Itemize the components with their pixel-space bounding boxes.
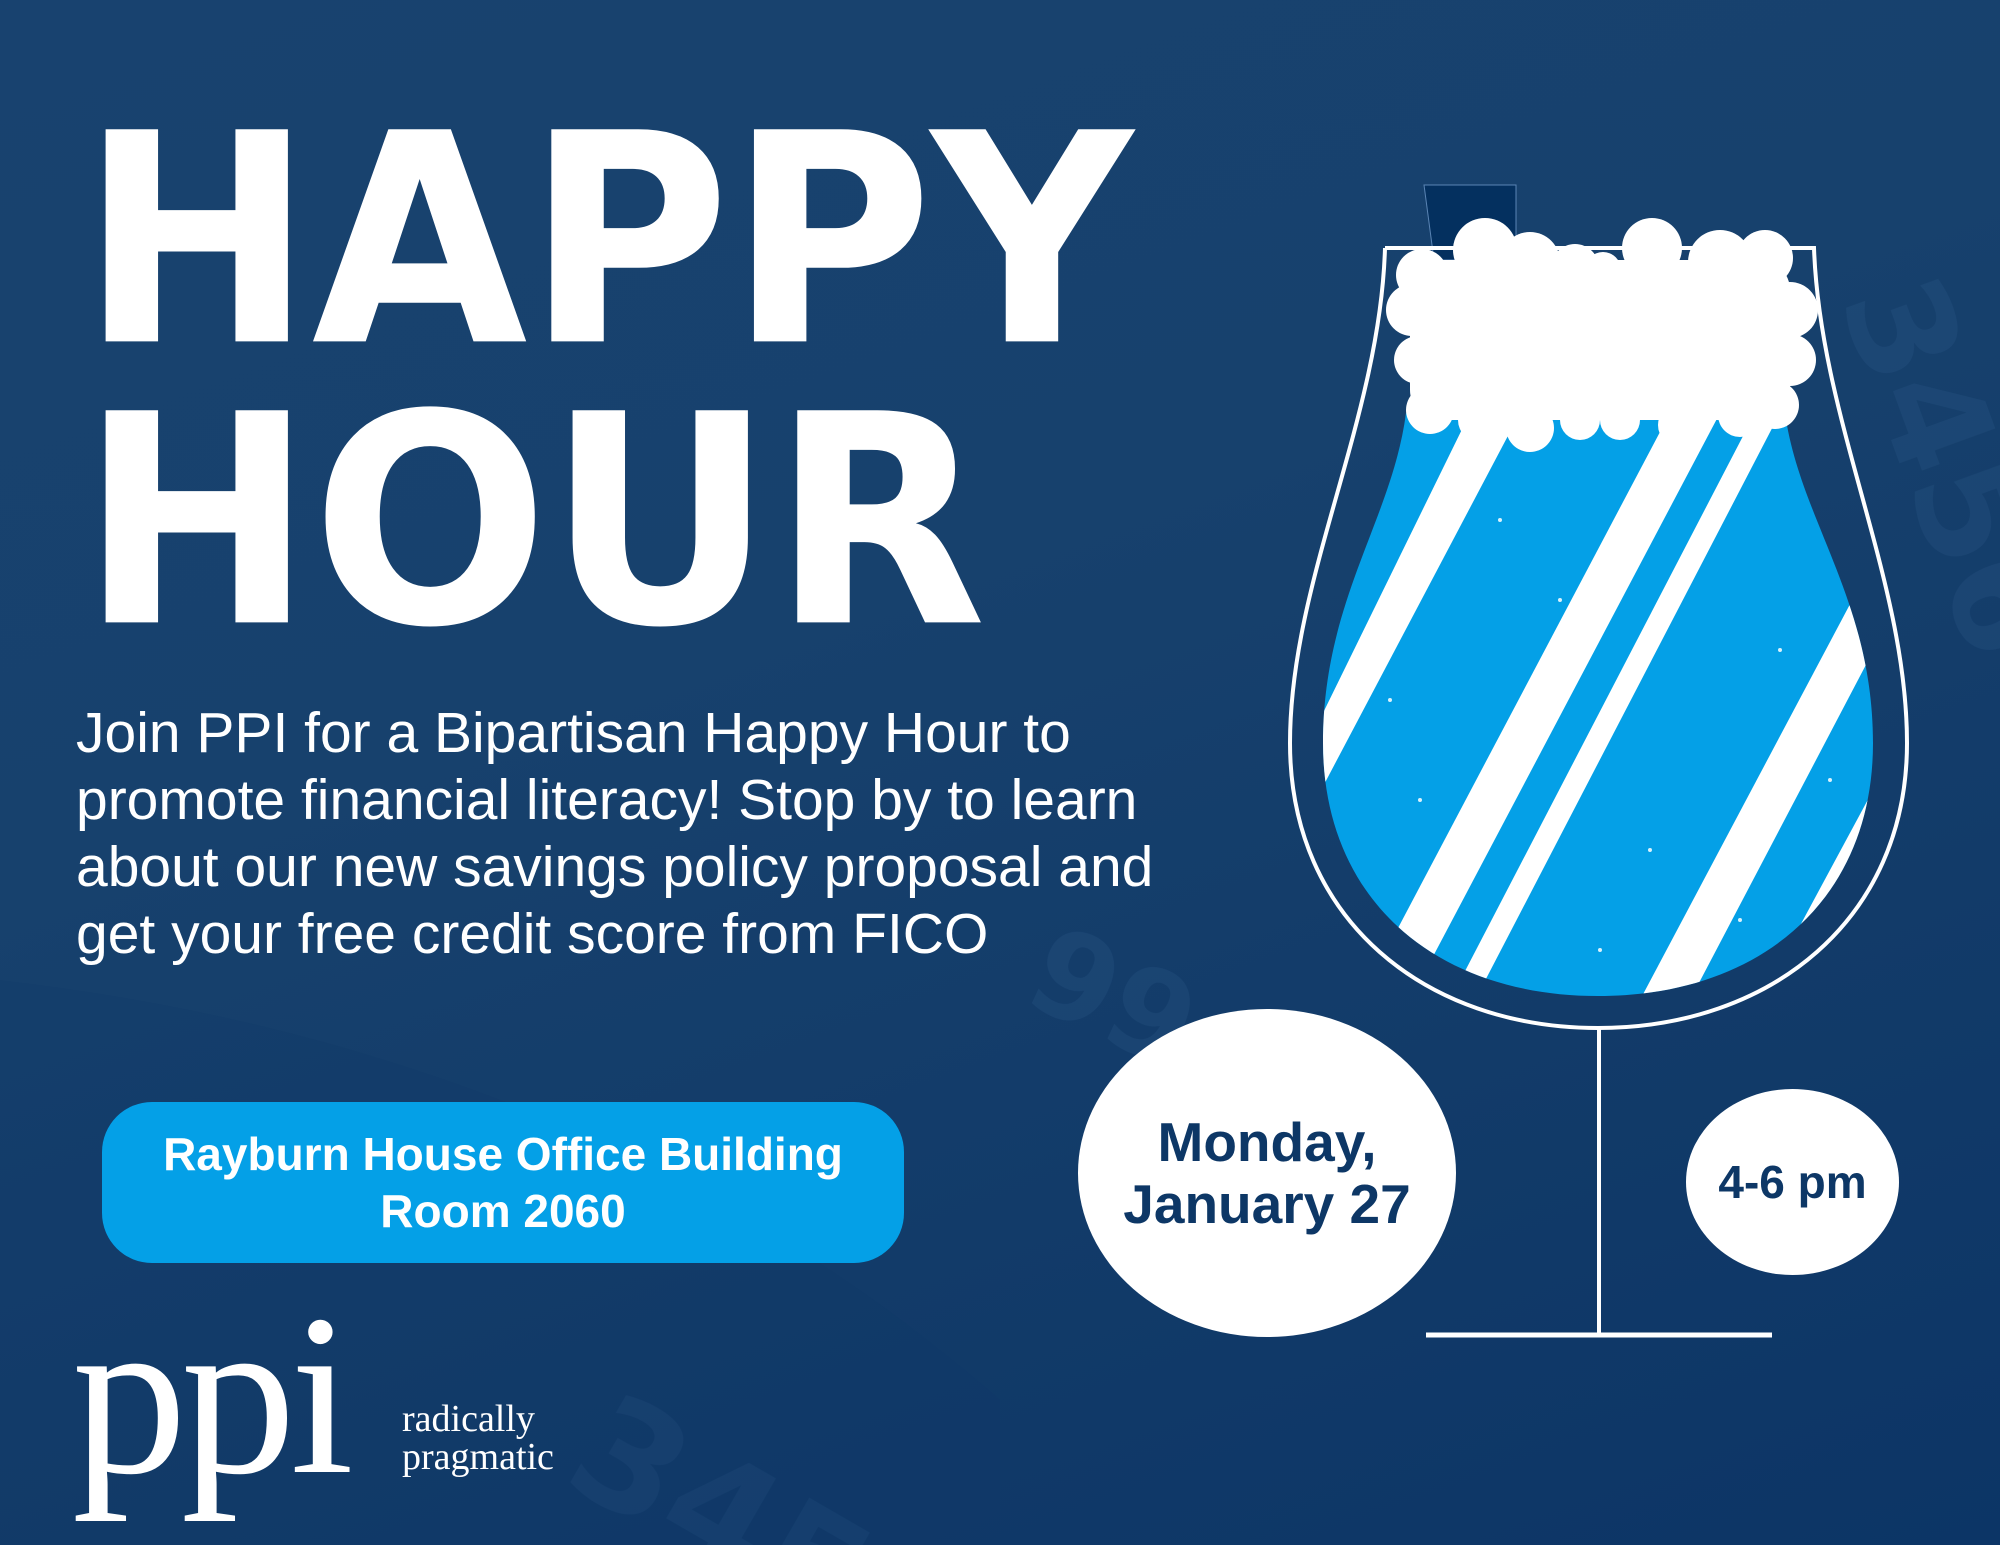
tagline-line-2: pragmatic bbox=[402, 1436, 554, 1478]
time-bubble: 4-6 pm bbox=[1686, 1089, 1899, 1275]
logo-wordmark: ppi bbox=[72, 1267, 354, 1522]
glass-outline bbox=[1287, 246, 1910, 1031]
location-building: Rayburn House Office Building bbox=[163, 1127, 843, 1180]
logo-tagline: radically pragmatic bbox=[402, 1400, 554, 1476]
event-description: Join PPI for a Bipartisan Happy Hour to … bbox=[76, 701, 1154, 966]
location-badge: Rayburn House Office Building Room 2060 bbox=[102, 1102, 904, 1263]
date-bubble: Monday, January 27 bbox=[1078, 1009, 1456, 1337]
location-room: Room 2060 bbox=[380, 1184, 626, 1237]
date-day: January 27 bbox=[1123, 1173, 1411, 1235]
tagline-line-1: radically bbox=[402, 1398, 535, 1440]
headline-hour: HOUR bbox=[80, 352, 986, 692]
headline-happy: HAPPY bbox=[80, 71, 1133, 411]
date-weekday: Monday, bbox=[1157, 1111, 1377, 1173]
beer-foam bbox=[1386, 218, 1818, 452]
beer-liquid bbox=[1323, 413, 1873, 996]
event-time: 4-6 pm bbox=[1718, 1156, 1867, 1208]
